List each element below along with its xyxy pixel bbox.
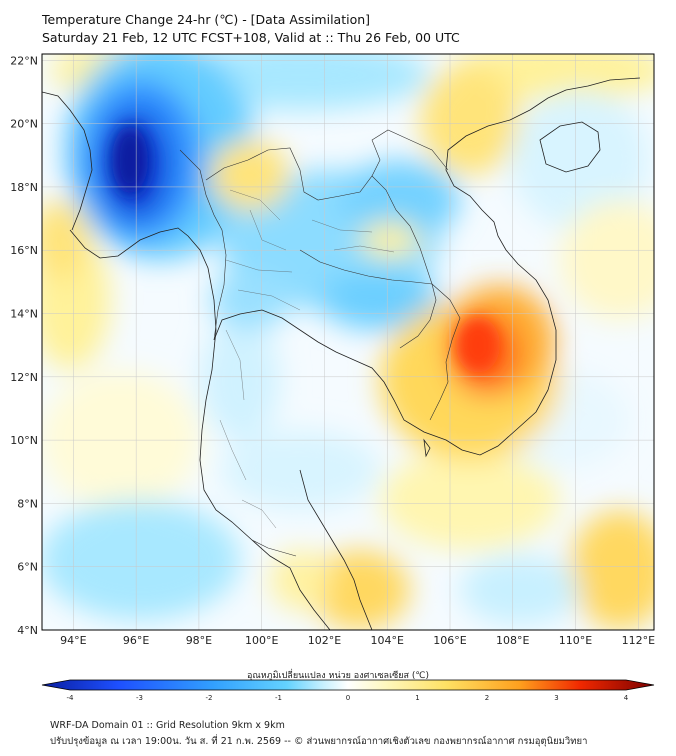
- coastline-hainan: [539, 121, 601, 173]
- colorbar-tick-label: 4: [624, 694, 629, 702]
- border-laos-vietnam: [371, 129, 449, 177]
- graticule: [42, 54, 654, 630]
- latitude-label: 6°N: [17, 561, 38, 574]
- colorbar-tick-label: 0: [346, 694, 350, 702]
- colorbar-tick-label: -2: [206, 694, 213, 702]
- latitude-label: 8°N: [17, 497, 38, 510]
- latitude-label: 12°N: [10, 371, 38, 384]
- temperature-field: [42, 54, 654, 630]
- longitude-label: 106°E: [433, 634, 466, 647]
- longitude-label: 94°E: [60, 634, 86, 647]
- longitude-label: 102°E: [308, 634, 341, 647]
- longitude-label: 110°E: [559, 634, 592, 647]
- colorbar-tick-label: 1: [415, 694, 419, 702]
- longitude-label: 108°E: [496, 634, 529, 647]
- longitude-label: 112°E: [622, 634, 655, 647]
- latitude-label: 16°N: [10, 244, 38, 257]
- longitude-label: 100°E: [245, 634, 278, 647]
- coastline-gulf-thailand: [213, 77, 641, 456]
- longitude-labels: 94°E 96°E 98°E 100°E 102°E 104°E 106°E 108°E 110…: [60, 634, 655, 647]
- latitude-label: 18°N: [10, 181, 38, 194]
- colorbar-tick-label: 3: [554, 694, 558, 702]
- map-frame: [41, 53, 655, 631]
- latitude-label: 22°N: [10, 54, 38, 67]
- longitude-label: 104°E: [371, 634, 404, 647]
- border-myanmar-thailand: [179, 149, 227, 341]
- latitude-label: 20°N: [10, 118, 38, 131]
- colorbar-title: อุณหภูมิเปลี่ยนแปลง หน่วย องศาเซลเซียส (…: [246, 671, 430, 681]
- coastlines: [42, 77, 641, 630]
- colorbar: [41, 679, 655, 691]
- coastline-phuquoc: [423, 438, 431, 458]
- coastline-malay-east: [299, 469, 373, 630]
- colorbar-tick-label: 2: [485, 694, 489, 702]
- province-lines: [219, 189, 395, 529]
- colorbar-tick-label: -3: [136, 694, 143, 702]
- border-thailand-cambodia: [299, 249, 437, 349]
- coastline-mainland: [69, 227, 331, 630]
- footer-model-info: WRF-DA Domain 01 :: Grid Resolution 9km …: [50, 720, 285, 731]
- latitude-labels: 22°N 20°N 18°N 16°N 14°N 12°N 10°N 8°N 6°N 4°N: [10, 54, 38, 637]
- border-thailand-laos: [205, 147, 433, 285]
- footer-credit: ปรับปรุงข้อมูล ณ เวลา 19:00น. วัน ส. ที่…: [50, 736, 588, 747]
- colorbar-tick-label: -1: [275, 694, 282, 702]
- latitude-label: 4°N: [17, 624, 38, 637]
- colorbar-tick-label: -4: [67, 694, 75, 702]
- colorbar-ticks: -4 -3 -2 -1 0 1 2 3 4: [67, 694, 629, 702]
- coastline-myanmar-west: [42, 91, 93, 231]
- border-thailand-malaysia: [251, 539, 297, 557]
- latitude-label: 10°N: [10, 434, 38, 447]
- map-subtitle: Saturday 21 Feb, 12 UTC FCST+108, Valid …: [42, 30, 460, 45]
- latitude-label: 14°N: [10, 308, 38, 321]
- country-borders: [179, 129, 461, 557]
- longitude-label: 98°E: [186, 634, 212, 647]
- map-title: Temperature Change 24-hr (℃) - [Data Ass…: [42, 12, 371, 27]
- longitude-label: 96°E: [123, 634, 149, 647]
- border-cambodia-vietnam: [429, 283, 461, 421]
